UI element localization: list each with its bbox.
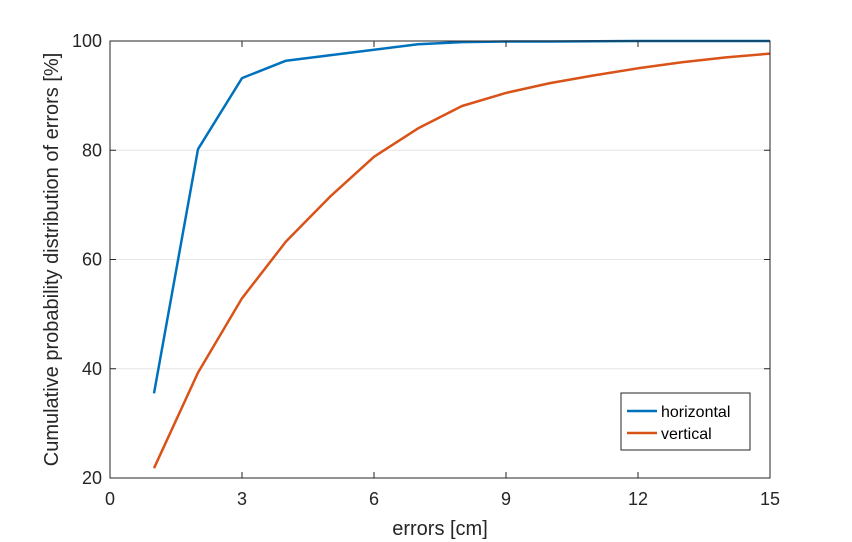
y-tick-label-40: 40: [82, 359, 102, 379]
x-tick-label-0: 0: [105, 489, 115, 509]
y-tick-label-100: 100: [72, 31, 102, 51]
axis-ticks: 0 3 6 9 12 15 20 40 60 80 100: [72, 31, 780, 509]
x-tick-label-15: 15: [760, 489, 780, 509]
y-tick-label-80: 80: [82, 140, 102, 160]
x-tick-label-3: 3: [237, 489, 247, 509]
legend-box: [620, 392, 751, 451]
legend-label-vertical: vertical: [661, 426, 712, 443]
y-tick-label-60: 60: [82, 250, 102, 270]
legend: horizontal vertical: [620, 392, 751, 451]
legend-label-horizontal: horizontal: [661, 404, 730, 421]
grid-lines: [110, 149, 770, 370]
y-tick-label-20: 20: [82, 468, 102, 488]
x-tick-label-6: 6: [369, 489, 379, 509]
x-axis-title: errors [cm]: [392, 518, 488, 540]
y-axis-title: Cumulative probability distribution of e…: [41, 53, 63, 467]
x-tick-label-12: 12: [628, 489, 648, 509]
x-tick-label-9: 9: [501, 489, 511, 509]
series-line-horizontal: [152, 39, 770, 394]
series-line-vertical: [152, 52, 771, 469]
